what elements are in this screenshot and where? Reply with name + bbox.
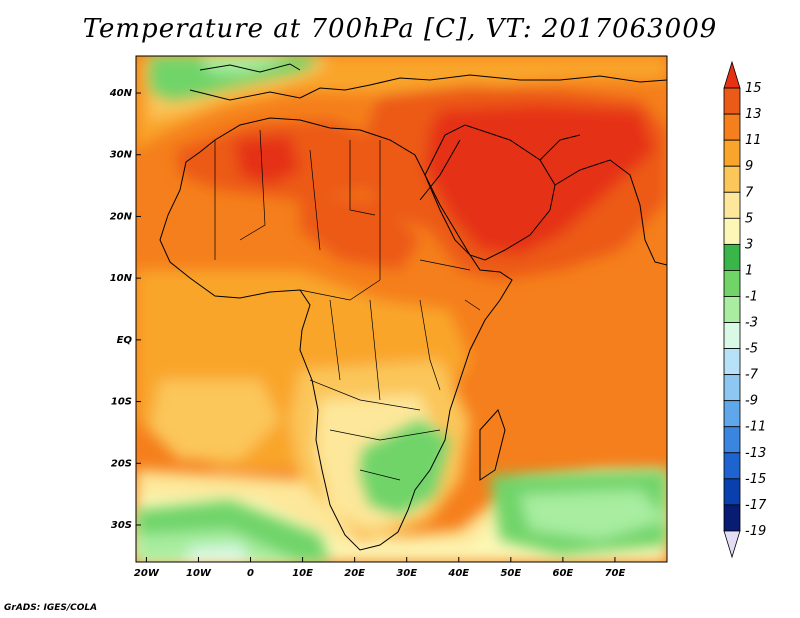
colorbar-swatch: [723, 478, 741, 506]
field-westsouth-7: [150, 380, 280, 460]
field-sahel-13: [300, 195, 420, 270]
colorbar-label: -19: [745, 524, 766, 539]
temperature-field: [136, 56, 667, 562]
colorbar-label: -15: [745, 472, 766, 487]
lon-tick-label: 60E: [553, 568, 574, 579]
africa-coastline: [159, 117, 513, 551]
colorbar-label: -7: [745, 368, 759, 383]
lon-tick-label: 0: [247, 568, 254, 579]
field-sw-ocean-m3: [136, 530, 300, 562]
gulf-coastline: [539, 134, 581, 161]
colorbar-label: -11: [745, 420, 766, 435]
lon-tick-label: 10E: [292, 568, 313, 579]
colorbar-label: 3: [745, 237, 753, 252]
colorbar-swatch: [723, 270, 741, 297]
field-sw-ocean-m5: [185, 545, 250, 562]
lon-tick-label: 20E: [344, 568, 365, 579]
india-coastline: [554, 159, 667, 266]
map-frame: [135, 55, 668, 563]
map-title: Temperature at 700hPa [C], VT: 201706300…: [82, 14, 718, 44]
lat-tick-label: EQ: [117, 335, 133, 346]
lat-tick-label: 10N: [110, 273, 133, 284]
lon-tick-label: 10W: [186, 568, 212, 579]
lat-tick-label: 40N: [109, 88, 133, 99]
colorbar-swatch: [723, 504, 741, 532]
field-arabia-15: [425, 105, 655, 255]
lat-tick-label: 20N: [110, 211, 133, 222]
lon-tick-label: 50E: [500, 568, 521, 579]
colorbar-label: -17: [745, 498, 767, 513]
lon-tick-label: 40E: [447, 568, 469, 579]
colorbar-label: 11: [745, 133, 762, 148]
coastlines: [159, 63, 667, 551]
colorbar-swatch: [723, 243, 741, 271]
latitude-axis: 40N 30N 20N 10N EQ 10S 20S 30S: [109, 88, 141, 531]
colorbar-swatch: [723, 374, 741, 402]
lat-tick-label: 30N: [110, 150, 133, 161]
lat-tick-label: 20S: [111, 458, 132, 469]
lat-tick-label: 10S: [111, 397, 132, 408]
colorbar-label: -1: [745, 289, 758, 304]
lon-tick-label: 70E: [605, 568, 626, 579]
colorbar-swatch: [723, 400, 741, 428]
europe-coastline: [199, 63, 301, 73]
arabia-coastline: [424, 124, 556, 261]
field-se-ocean-m3: [520, 490, 667, 540]
colorbar-label: -5: [745, 342, 758, 357]
colorbar-label: 9: [745, 159, 753, 174]
colorbar-label: -3: [745, 316, 758, 331]
field-europe-m3: [200, 56, 290, 74]
colorbar-swatch: [723, 296, 741, 323]
colorbar: 15 13 11 9 7 5 3 1 -1 -3 -5 -7 -9 -11 -13 -15 -17 -19: [723, 60, 767, 559]
colorbar-label: 13: [745, 107, 762, 122]
colorbar-label: 15: [745, 81, 762, 96]
colorbar-label: -13: [745, 446, 766, 461]
colorbar-swatch: [723, 139, 741, 167]
med-coastline: [189, 74, 667, 101]
colorbar-label: 7: [745, 185, 754, 200]
colorbar-bottom-arrow: [723, 530, 741, 559]
colorbar-swatch: [723, 452, 741, 480]
colorbar-label: 1: [745, 263, 753, 278]
colorbar-swatch: [723, 322, 741, 349]
colorbar-label: 5: [745, 211, 753, 226]
lat-tick-label: 30S: [111, 520, 132, 531]
grads-credit: GrADS: IGES/COLA: [4, 603, 98, 613]
country-borders: [214, 129, 481, 481]
field-southafrica-1: [360, 420, 450, 515]
madagascar-coastline: [479, 409, 506, 481]
colorbar-swatch: [723, 426, 741, 454]
colorbar-swatch: [723, 348, 741, 376]
red-sea-coastline: [419, 139, 461, 201]
lon-tick-label: 30E: [396, 568, 417, 579]
colorbar-swatch: [723, 87, 741, 115]
colorbar-swatch: [723, 217, 741, 245]
colorbar-top-arrow: [723, 60, 741, 89]
field-sahara-15: [235, 135, 300, 185]
longitude-axis: 20W 10W 0 10E 20E 30E 40E 50E 60E 70E: [134, 557, 626, 579]
colorbar-swatch: [723, 113, 741, 141]
colorbar-swatch: [723, 165, 741, 193]
colorbar-swatch: [723, 191, 741, 219]
lon-tick-label: 20W: [134, 568, 160, 579]
colorbar-label: -9: [745, 394, 758, 409]
